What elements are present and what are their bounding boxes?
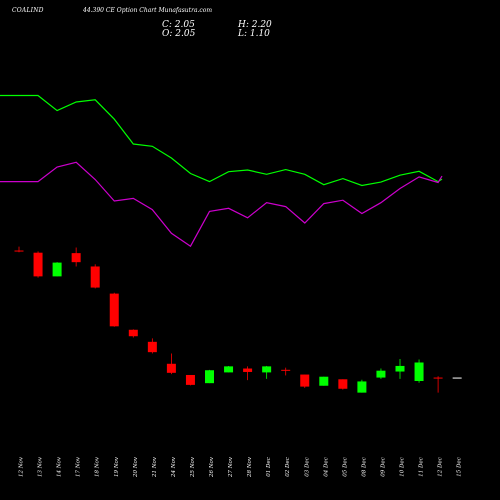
- candle: [14, 246, 24, 253]
- candle-body: [128, 329, 138, 337]
- x-tick-label: 12 Dec: [438, 457, 444, 477]
- candle: [166, 353, 176, 375]
- candle: [33, 251, 43, 278]
- x-tick-label: 21 Nov: [152, 456, 158, 478]
- overlay-lines: [0, 94, 443, 248]
- high-value: H: 2.20: [238, 20, 272, 30]
- candle-body: [109, 293, 119, 327]
- candle: [224, 365, 234, 373]
- x-tick-label: 14 Nov: [57, 456, 63, 477]
- candle: [395, 359, 405, 379]
- close-value: C: 2.05: [162, 20, 195, 30]
- x-tick-label: 09 Dec: [380, 457, 386, 477]
- x-tick-label: 05 Dec: [342, 457, 348, 477]
- candle: [52, 262, 62, 277]
- candle-body: [33, 252, 43, 277]
- x-tick-label: 26 Nov: [209, 456, 215, 478]
- candle: [109, 292, 119, 327]
- candle-body: [166, 363, 176, 373]
- candle: [357, 379, 367, 393]
- candle-body: [90, 266, 100, 288]
- x-axis-labels: 12 Nov 13 Nov 14 Nov 17 Nov 18 Nov 19 Nov 20 N…: [19, 456, 463, 478]
- candle-body: [395, 365, 405, 372]
- x-tick-label: 10 Dec: [400, 457, 406, 477]
- candle-body: [52, 262, 62, 277]
- candle: [128, 329, 138, 338]
- candle-body: [243, 368, 253, 372]
- candle: [376, 368, 386, 379]
- candle-body: [452, 377, 462, 379]
- x-tick-label: 17 Nov: [76, 456, 82, 477]
- candle: [90, 264, 100, 289]
- x-tick-label: 01 Dec: [266, 457, 272, 477]
- candle-body: [338, 379, 348, 389]
- overlay-line-upper: [0, 94, 443, 187]
- candle: [319, 376, 329, 386]
- symbol-label: COALIND: [12, 7, 44, 14]
- candle: [185, 374, 195, 386]
- candle: [205, 369, 214, 384]
- x-tick-label: 20 Nov: [133, 456, 139, 478]
- x-tick-label: 25 Nov: [190, 456, 196, 478]
- candle-body: [300, 374, 310, 387]
- candle-body: [319, 376, 329, 386]
- x-tick-label: 27 Nov: [228, 456, 234, 478]
- candle: [243, 366, 253, 381]
- candle: [433, 376, 443, 393]
- x-tick-label: 04 Dec: [323, 457, 329, 477]
- x-tick-label: 11 Dec: [419, 457, 425, 477]
- candle: [300, 374, 310, 388]
- x-tick-label: 28 Nov: [247, 456, 253, 478]
- low-value: L: 1.10: [238, 29, 270, 39]
- x-tick-label: 13 Nov: [38, 456, 44, 477]
- candle: [147, 338, 157, 354]
- x-tick-label: 12 Nov: [19, 456, 25, 477]
- candles: [14, 246, 462, 393]
- candle-body: [357, 381, 367, 393]
- candle-body: [414, 362, 424, 382]
- x-tick-label: 03 Dec: [304, 457, 310, 477]
- candle-body: [262, 366, 272, 373]
- overlay-line-lower: [0, 161, 443, 248]
- x-tick-label: 15 Dec: [457, 457, 463, 477]
- x-tick-label: 24 Nov: [171, 456, 177, 478]
- candle-body: [205, 370, 214, 384]
- candle-body: [185, 374, 195, 385]
- candle: [71, 247, 81, 267]
- candle-body: [147, 341, 157, 353]
- open-value: O: 2.05: [162, 29, 196, 39]
- candle-body: [281, 369, 291, 371]
- candle: [281, 367, 291, 376]
- candle: [338, 379, 348, 390]
- candle: [262, 365, 272, 379]
- x-tick-label: 08 Dec: [361, 457, 367, 477]
- candle-body: [14, 250, 24, 252]
- candle-body: [224, 366, 234, 373]
- x-tick-label: 02 Dec: [285, 457, 291, 477]
- candle-body: [433, 377, 443, 379]
- x-tick-label: 19 Nov: [114, 456, 120, 477]
- candle: [414, 359, 424, 383]
- candle-body: [376, 370, 386, 378]
- chart-subtitle: 44.390 CE Option Chart Munafasutra.com: [83, 7, 213, 14]
- candle: [452, 377, 462, 379]
- x-tick-label: 18 Nov: [95, 456, 101, 477]
- candle-body: [71, 253, 81, 263]
